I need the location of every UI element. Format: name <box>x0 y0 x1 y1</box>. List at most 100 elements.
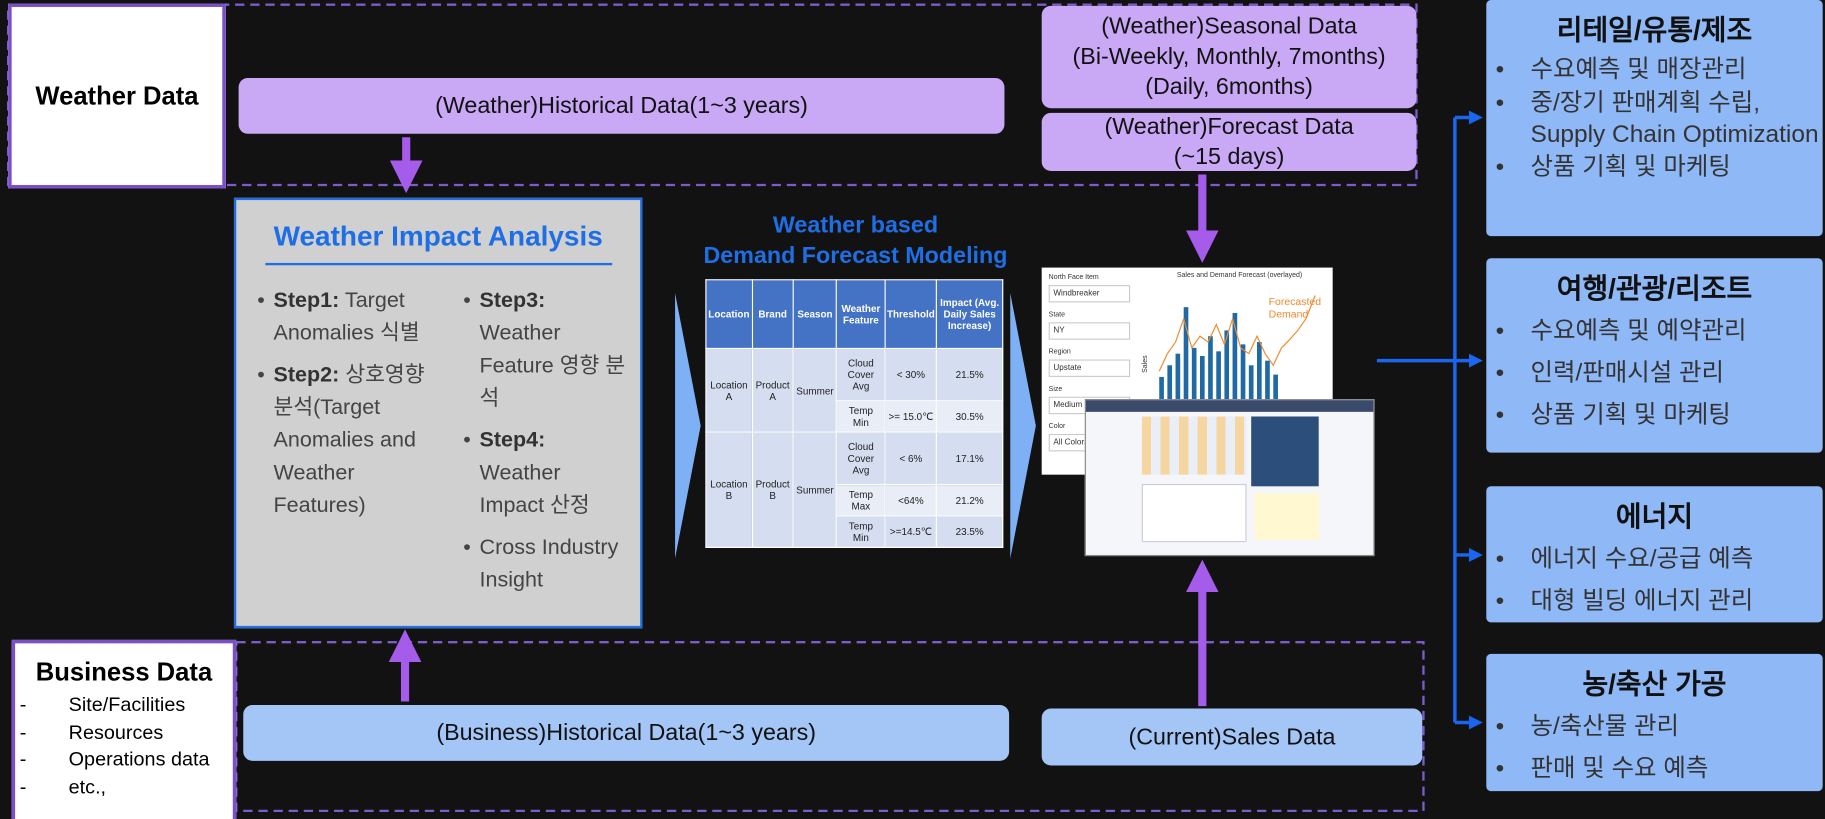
business-items: -Site/Facilities -Resources -Operations … <box>15 691 233 800</box>
td: 17.1% <box>937 432 1003 484</box>
map <box>1251 416 1319 486</box>
step-text: Weather Feature 영향 분석 <box>480 320 626 410</box>
chevron <box>675 293 701 558</box>
td: Location B <box>706 432 752 547</box>
mini-bars <box>1159 307 1278 400</box>
text-line: (~15 days) <box>1174 142 1285 172</box>
step: Step3: Weather Feature 영향 분석 <box>463 284 626 414</box>
weather-historical: (Weather)Historical Data(1~3 years) <box>239 78 1005 134</box>
step-text: Cross Industry Insight <box>480 534 619 591</box>
td: Cloud Cover Avg <box>837 348 886 400</box>
industry-box: 리테일/유통/제조 수요예측 및 매장관리 중/장기 판매계획 수립, Supp… <box>1486 0 1822 236</box>
item: -etc., <box>15 773 233 800</box>
th: Season <box>793 280 836 349</box>
td: Temp Min <box>837 516 886 547</box>
step-label: Step2: <box>274 362 340 386</box>
industry-title: 농/축산 가공 <box>1486 661 1822 702</box>
text-line: (Weather)Seasonal Data <box>1101 12 1357 42</box>
model-table: Location Brand Season Weather Feature Th… <box>705 279 1003 548</box>
item-text: Site/Facilities <box>69 691 186 718</box>
steps-col: Step1: Target Anomalies 식별 Step2: 상호영향 분… <box>257 284 443 531</box>
mini-axis-label: Sales <box>1142 355 1149 372</box>
step-label: Step4: <box>480 427 546 451</box>
td: >= 15.0℃ <box>885 401 936 432</box>
td: 30.5% <box>937 401 1003 432</box>
industry-item: 상품 기획 및 마케팅 <box>1531 150 1823 185</box>
industry-item: 중/장기 판매계획 수립, Supply Chain Optimization <box>1531 87 1823 150</box>
business-data-box: Business Data -Site/Facilities -Resource… <box>12 640 237 819</box>
th: Location <box>706 280 752 349</box>
sales-data: (Current)Sales Data <box>1042 709 1423 766</box>
industry-item: 인력/판매시설 관리 <box>1531 353 1823 395</box>
analysis-box: Weather Impact Analysis Step1: Target An… <box>234 198 643 628</box>
calendar <box>1142 416 1247 474</box>
step-label: Step3: <box>480 287 546 311</box>
td: Product A <box>752 348 793 432</box>
analysis-title: Weather Impact Analysis <box>236 221 640 254</box>
industry-list: 에너지 수요/공급 예측 대형 빌딩 에너지 관리 <box>1486 539 1822 623</box>
item: -Operations data <box>15 746 233 773</box>
td: < 30% <box>885 348 936 400</box>
industry-list: 농/축산물 관리 판매 및 수요 예측 <box>1486 706 1822 790</box>
item: -Site/Facilities <box>15 691 233 718</box>
text-line: Demand Forecast Modeling <box>681 241 1030 271</box>
text-line: Weather based <box>681 211 1030 241</box>
table: Location Brand Season Weather Feature Th… <box>705 279 1003 548</box>
industry-list: 수요예측 및 매장관리 중/장기 판매계획 수립, Supply Chain O… <box>1486 52 1822 185</box>
titlebar <box>1086 400 1373 412</box>
industry-title: 에너지 <box>1486 493 1822 534</box>
industry-item: 대형 빌딩 에너지 관리 <box>1531 581 1823 623</box>
filter-value: Windbreaker <box>1049 285 1130 302</box>
industry-item: 수요예측 및 예약관리 <box>1531 311 1823 353</box>
td: Temp Min <box>837 401 886 432</box>
branch-lines <box>1377 118 1476 723</box>
industry-box: 농/축산 가공 농/축산물 관리 판매 및 수요 예측 <box>1486 654 1822 791</box>
industry-item: 판매 및 수요 예측 <box>1531 748 1823 790</box>
step: Step4: Weather Impact 산정 <box>463 423 626 521</box>
td: Product B <box>752 432 793 547</box>
filter-label: Size <box>1049 386 1130 393</box>
weather-data-box: Weather Data <box>8 3 226 188</box>
td: Location A <box>706 348 752 432</box>
td: Temp Max <box>837 485 886 516</box>
industry-list: 수요예측 및 예약관리 인력/판매시설 관리 상품 기획 및 마케팅 <box>1486 311 1822 437</box>
step: Cross Industry Insight <box>463 531 626 596</box>
page: Weather Data (Weather)Historical Data(1~… <box>0 0 1825 819</box>
modeling-title: Weather based Demand Forecast Modeling <box>681 211 1030 271</box>
th: Brand <box>752 280 793 349</box>
industry-box: 에너지 에너지 수요/공급 예측 대형 빌딩 에너지 관리 <box>1486 486 1822 622</box>
step-text: Weather Impact 산정 <box>480 460 590 517</box>
panel <box>1255 493 1319 540</box>
item: -Resources <box>15 718 233 745</box>
td: <64% <box>885 485 936 516</box>
item-text: Resources <box>69 718 164 745</box>
td: < 6% <box>885 432 936 484</box>
text-line: (Weather)Forecast Data <box>1104 112 1353 142</box>
industry-item: 수요예측 및 매장관리 <box>1531 52 1823 87</box>
td: 21.5% <box>937 348 1003 400</box>
filter-value: Upstate <box>1049 359 1130 376</box>
industry-item: 상품 기획 및 마케팅 <box>1531 394 1823 436</box>
mini-chart-title: Sales and Demand Forecast (overlayed) <box>1146 272 1332 279</box>
underline <box>265 263 612 265</box>
industry-box: 여행/관광/리조트 수요예측 및 예약관리 인력/판매시설 관리 상품 기획 및… <box>1486 258 1822 452</box>
weather-forecast: (Weather)Forecast Data (~15 days) <box>1042 113 1417 171</box>
panel <box>1142 484 1247 542</box>
steps-col: Step3: Weather Feature 영향 분석 Step4: Weat… <box>463 284 626 605</box>
mini-chart <box>1152 284 1327 400</box>
filter-label: Region <box>1049 349 1130 356</box>
industry-title: 리테일/유통/제조 <box>1486 7 1822 48</box>
business-title: Business Data <box>15 657 233 687</box>
business-historical: (Business)Historical Data(1~3 years) <box>243 705 1009 761</box>
step: Step1: Target Anomalies 식별 <box>257 284 443 349</box>
weather-seasonal: (Weather)Seasonal Data (Bi-Weekly, Month… <box>1042 6 1417 108</box>
text-line: (Daily, 6months) <box>1145 72 1313 102</box>
th: Threshold <box>885 280 936 349</box>
td: Summer <box>793 432 836 547</box>
app-screenshot <box>1085 399 1375 556</box>
industry-item: 에너지 수요/공급 예측 <box>1531 539 1823 581</box>
item-text: etc., <box>69 773 106 800</box>
td: 21.2% <box>937 485 1003 516</box>
industry-title: 여행/관광/리조트 <box>1486 265 1822 306</box>
td: 23.5% <box>937 516 1003 547</box>
